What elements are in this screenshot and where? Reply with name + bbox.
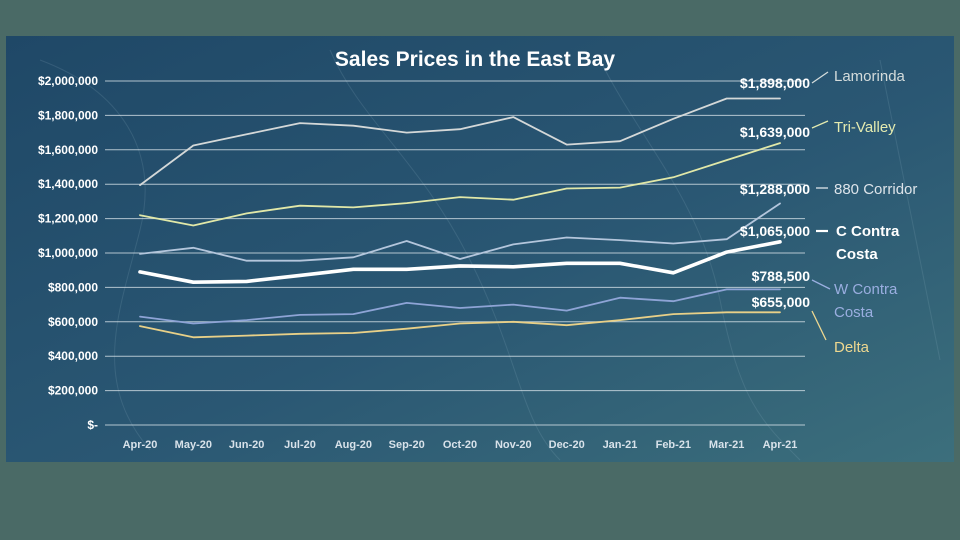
y-tick-label: $1,000,000 bbox=[38, 246, 98, 260]
series-line-lamorinda bbox=[139, 97, 781, 187]
y-tick-label: $200,000 bbox=[48, 384, 98, 398]
legend-connector-trivalley bbox=[811, 120, 829, 129]
y-tick-label: $1,600,000 bbox=[38, 143, 98, 157]
x-tick-label: Apr-20 bbox=[123, 439, 158, 451]
x-tick-label: Mar-21 bbox=[709, 439, 744, 451]
chart-title: Sales Prices in the East Bay bbox=[335, 48, 615, 71]
series-line-delta bbox=[139, 311, 781, 339]
legend-label-trivalley: Tri-Valley bbox=[834, 119, 896, 136]
x-tick-label: Oct-20 bbox=[443, 439, 477, 451]
y-tick-label: $1,200,000 bbox=[38, 212, 98, 226]
series-line-ccontracosta bbox=[138, 240, 782, 285]
y-tick-label: $400,000 bbox=[48, 349, 98, 363]
chart-background bbox=[6, 36, 954, 462]
price-label-delta: $655,000 bbox=[752, 294, 811, 310]
x-tick-label: Feb-21 bbox=[656, 439, 691, 451]
x-tick-label: Jan-21 bbox=[603, 439, 638, 451]
x-tick-label: Nov-20 bbox=[495, 439, 532, 451]
legend-label-corridor880: 880 Corridor bbox=[834, 181, 917, 198]
x-tick-label: Sep-20 bbox=[389, 439, 425, 451]
legend-connector-wcontracosta bbox=[811, 279, 831, 290]
y-tick-label: $600,000 bbox=[48, 315, 98, 329]
x-tick-label: Apr-21 bbox=[763, 439, 798, 451]
y-tick-label: $- bbox=[87, 418, 98, 432]
x-tick-label: Jul-20 bbox=[284, 439, 316, 451]
legend-label-ccontracosta: Costa bbox=[836, 246, 878, 263]
x-tick-label: Dec-20 bbox=[549, 439, 585, 451]
legend-connector-lamorinda bbox=[811, 71, 829, 84]
legend-label-lamorinda: Lamorinda bbox=[834, 68, 906, 85]
legend-label-wcontracosta: W Contra bbox=[834, 281, 898, 298]
price-label-corridor880: $1,288,000 bbox=[740, 181, 810, 197]
x-tick-label: Aug-20 bbox=[335, 439, 372, 451]
price-label-lamorinda: $1,898,000 bbox=[740, 75, 810, 91]
series-line-wcontracosta bbox=[139, 288, 781, 325]
price-label-wcontracosta: $788,500 bbox=[752, 268, 811, 284]
x-tick-label: May-20 bbox=[175, 439, 212, 451]
y-tick-label: $800,000 bbox=[48, 280, 98, 294]
legend-label-delta: Delta bbox=[834, 339, 870, 356]
y-tick-label: $1,800,000 bbox=[38, 108, 98, 122]
price-label-trivalley: $1,639,000 bbox=[740, 124, 810, 140]
x-tick-label: Jun-20 bbox=[229, 439, 264, 451]
legend-label-ccontracosta: C Contra bbox=[836, 223, 900, 240]
y-tick-label: $2,000,000 bbox=[38, 74, 98, 88]
price-label-ccontracosta: $1,065,000 bbox=[740, 223, 810, 239]
legend-connector-delta bbox=[811, 310, 827, 341]
y-tick-label: $1,400,000 bbox=[38, 177, 98, 191]
series-line-trivalley bbox=[139, 142, 781, 227]
legend-label-wcontracosta: Costa bbox=[834, 304, 874, 321]
series-line-corridor880 bbox=[139, 202, 781, 262]
